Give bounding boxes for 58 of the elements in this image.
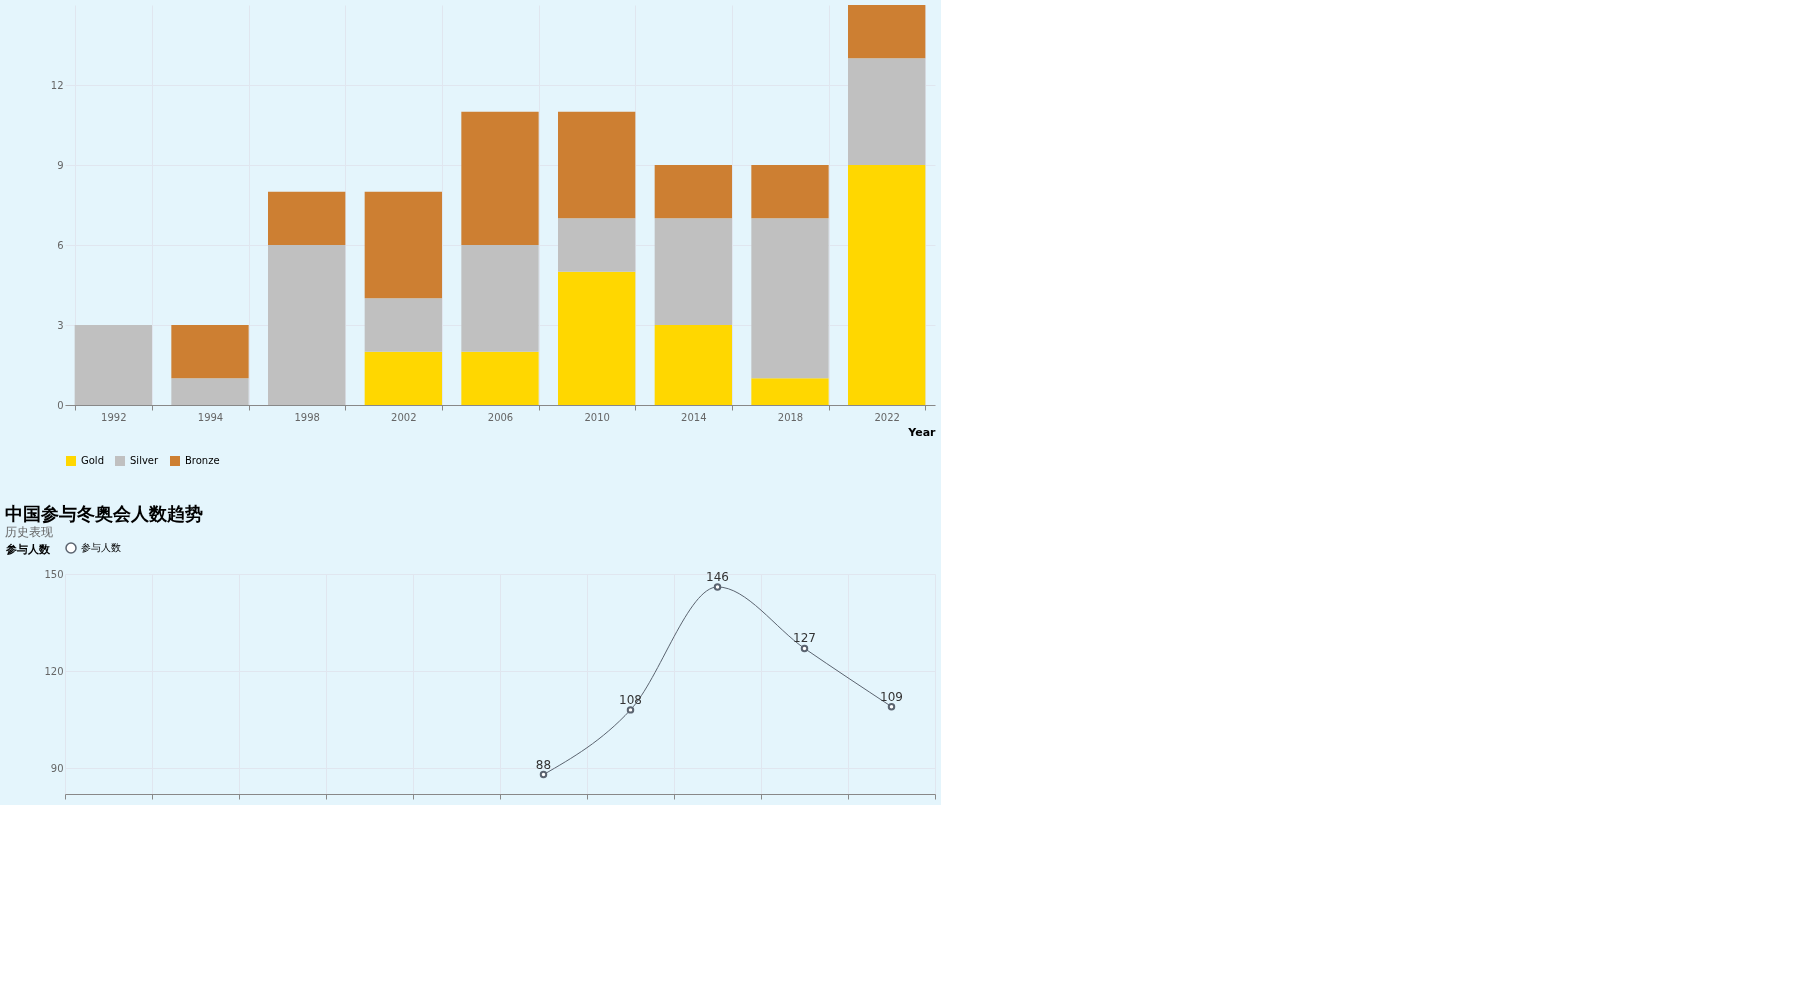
y-tick-label: 6 (57, 239, 64, 251)
bar (558, 271, 636, 405)
bar (558, 218, 636, 272)
bar (364, 191, 442, 299)
point (626, 706, 635, 714)
bar (268, 191, 346, 245)
bar (74, 325, 152, 405)
legend-label: Silver (130, 455, 159, 466)
bar (268, 245, 346, 405)
x-tick-label: 1992 (101, 411, 127, 423)
y-tick-label: 9 (57, 159, 64, 171)
x-tick-label: 2018 (777, 411, 804, 423)
x-tick-label: 2002 (391, 411, 417, 423)
bar (364, 298, 442, 352)
x-tick-label: 2014 (681, 411, 707, 423)
point (800, 644, 809, 653)
bar (751, 218, 829, 379)
x-tick-label: 2022 (874, 411, 900, 423)
y-tick-label: 0 (57, 399, 64, 411)
bar (751, 378, 829, 405)
bar (654, 165, 732, 219)
point (713, 583, 722, 591)
chart-title: 中国参与冬奥会人数趋势 (5, 503, 203, 524)
bar (848, 5, 926, 59)
x-tick-label: 1998 (294, 411, 320, 423)
y-tick-label: 150 (44, 568, 64, 580)
data-label: 108 (619, 692, 642, 707)
point (887, 702, 896, 711)
bar (751, 165, 829, 219)
y-tick-label: 90 (50, 762, 64, 774)
data-label: 88 (535, 757, 552, 772)
bar (848, 58, 926, 165)
legend-label: 参与人数 (81, 542, 121, 553)
bar (558, 111, 636, 219)
bar (364, 351, 442, 405)
bar (654, 218, 732, 325)
y-tick-label: 3 (57, 319, 64, 331)
legend-label: Bronze (185, 455, 220, 466)
bar (654, 325, 732, 405)
bar (461, 351, 539, 405)
y-axis-title: 参与人数 (4, 542, 51, 556)
bar (171, 378, 249, 405)
point (539, 770, 548, 779)
y-tick-label: 120 (44, 665, 64, 677)
data-label: 127 (793, 631, 816, 646)
bar (848, 165, 926, 405)
x-tick-label: 2006 (487, 411, 514, 423)
bar (171, 325, 249, 379)
data-label: 109 (880, 689, 903, 704)
legend-label: Gold (81, 455, 104, 466)
data-label: 146 (706, 569, 729, 584)
y-tick-label: 12 (50, 79, 64, 91)
chart-subtitle: 历史表现 (5, 525, 53, 539)
x-axis-title: Year (907, 425, 937, 439)
bar (461, 111, 539, 245)
x-tick-label: 1994 (197, 411, 224, 423)
x-tick-label: 2010 (584, 411, 610, 423)
bar (461, 245, 539, 352)
